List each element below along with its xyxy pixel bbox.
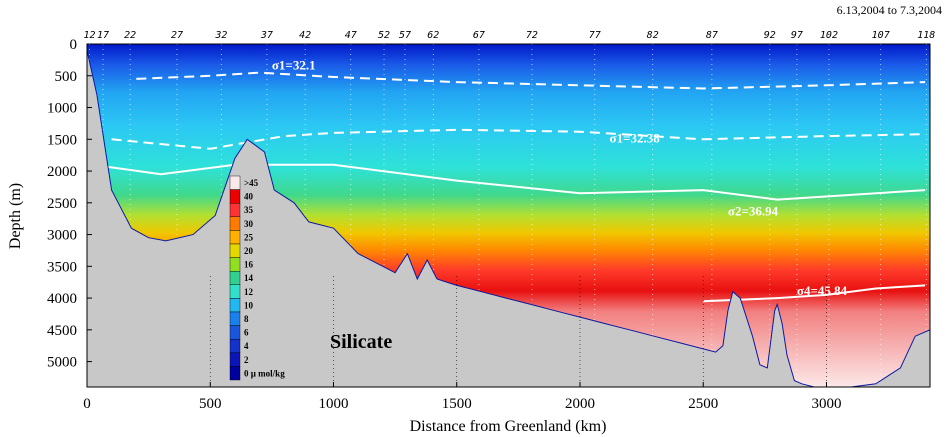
station-label: 37 bbox=[260, 30, 273, 41]
x-tick-label: 2000 bbox=[565, 396, 595, 412]
colorbar-label: 14 bbox=[244, 273, 254, 283]
colorbar-label: 35 bbox=[244, 205, 254, 215]
station-labels: 12 17 22 27 32 37 42 47 52 57 62 67 72 77 82 87 92 97 102 1… bbox=[83, 30, 935, 41]
colorbar-swatch bbox=[229, 243, 241, 258]
station-label: 57 bbox=[399, 30, 411, 41]
isopycnal-labels: σ1=32.1 σ1=32.38 σ2=36.94 σ4=45.84 bbox=[272, 57, 848, 297]
station-label: 62 bbox=[427, 30, 439, 41]
station-label: 52 bbox=[378, 30, 390, 41]
y-axis-label: Depth (m) bbox=[7, 183, 24, 249]
x-axis-label: Distance from Greenland (km) bbox=[410, 418, 607, 435]
station-label: 72 bbox=[526, 30, 538, 41]
colorbar-label: 16 bbox=[244, 260, 254, 270]
bathymetry-seafloor bbox=[87, 50, 930, 387]
y-tick-label: 4500 bbox=[47, 323, 77, 339]
y-tick-label: 0 bbox=[70, 37, 78, 53]
station-label: 42 bbox=[299, 30, 311, 41]
isopycnal-label: σ1=32.1 bbox=[272, 57, 316, 72]
y-tick-label: 500 bbox=[55, 69, 78, 85]
colorbar-label: >45 bbox=[244, 178, 259, 188]
y-tick-label: 1500 bbox=[47, 132, 77, 148]
colorbar-label: 25 bbox=[244, 232, 254, 242]
x-tick-label: 2500 bbox=[688, 396, 718, 412]
colorbar-label: 8 bbox=[244, 314, 249, 324]
y-tick-label: 3500 bbox=[47, 259, 77, 275]
station-label: 17 bbox=[97, 30, 109, 41]
station-label: 107 bbox=[872, 30, 890, 41]
colorbar-label: 10 bbox=[244, 300, 254, 310]
station-label: 32 bbox=[214, 30, 227, 41]
colorbar-swatch bbox=[229, 216, 241, 231]
colorbar-label: 4 bbox=[244, 341, 249, 351]
station-label: 47 bbox=[345, 30, 357, 41]
colorbar-label: 0 µ mol/kg bbox=[244, 368, 285, 378]
station-label: 12 bbox=[83, 30, 95, 41]
plot-frame bbox=[86, 43, 931, 388]
isopycnal-line bbox=[703, 284, 926, 303]
isopycnal-line bbox=[91, 163, 926, 201]
station-label: 92 bbox=[764, 30, 776, 41]
colorbar-swatch bbox=[229, 325, 241, 340]
x-tick-label: 0 bbox=[83, 396, 91, 412]
colorbar-swatch bbox=[229, 298, 241, 313]
station-label: 87 bbox=[706, 30, 718, 41]
station-label: 82 bbox=[647, 30, 659, 41]
colorbar-label: 12 bbox=[244, 287, 254, 297]
station-label: 22 bbox=[124, 30, 136, 41]
x-tick-label: 3000 bbox=[811, 396, 841, 412]
x-axis-ticks: 0 500 1000 1500 2000 2500 3000 bbox=[83, 274, 841, 412]
colorbar-label: 2 bbox=[244, 355, 249, 365]
isopycnal-line bbox=[111, 128, 926, 150]
y-axis-ticks: 0 500 1000 1500 2000 2500 3000 3500 4000 4500 5000 bbox=[47, 37, 92, 371]
station-label: 67 bbox=[473, 30, 485, 41]
colorbar: >45 40 35 30 25 20 16 14 12 10 8 6 4 2 0 µ mol/kg bbox=[229, 175, 285, 381]
station-label: 97 bbox=[791, 30, 803, 41]
y-tick-label: 3000 bbox=[47, 228, 77, 244]
station-label: 102 bbox=[820, 30, 838, 41]
colorbar-swatch bbox=[229, 271, 241, 286]
isopycnal-label: σ1=32.38 bbox=[610, 130, 661, 145]
panel-label: Silicate bbox=[330, 331, 392, 353]
colorbar-label: 20 bbox=[244, 246, 254, 256]
colorbar-swatch bbox=[229, 175, 241, 190]
colorbar-label: 30 bbox=[244, 219, 254, 229]
colorbar-swatch bbox=[229, 284, 241, 299]
y-tick-label: 4000 bbox=[47, 291, 77, 307]
y-tick-label: 1000 bbox=[47, 101, 77, 117]
isopycnal-label: σ2=36.94 bbox=[728, 204, 779, 219]
colorbar-swatch bbox=[229, 339, 241, 354]
isopycnal-line bbox=[136, 71, 926, 90]
colorbar-swatch bbox=[229, 366, 241, 381]
station-label: 118 bbox=[917, 30, 935, 41]
colorbar-swatch bbox=[229, 230, 241, 245]
colorbar-swatch bbox=[229, 352, 241, 367]
y-tick-label: 5000 bbox=[47, 355, 77, 371]
y-tick-label: 2000 bbox=[47, 164, 77, 180]
x-tick-label: 1500 bbox=[442, 396, 472, 412]
colorbar-label: 6 bbox=[244, 328, 249, 338]
station-label: 27 bbox=[171, 30, 183, 41]
colorbar-swatch bbox=[229, 202, 241, 217]
y-tick-label: 2500 bbox=[47, 196, 77, 212]
colorbar-label: 40 bbox=[244, 192, 254, 202]
x-tick-label: 500 bbox=[199, 396, 222, 412]
colorbar-swatch bbox=[229, 311, 241, 326]
colorbar-swatch bbox=[229, 257, 241, 272]
station-label: 77 bbox=[589, 30, 601, 41]
x-tick-label: 1000 bbox=[318, 396, 348, 412]
isopycnal-label: σ4=45.84 bbox=[797, 283, 848, 298]
colorbar-swatch bbox=[229, 189, 241, 204]
date-range: 6.13,2004 to 7.3,2004 bbox=[837, 3, 942, 17]
isopycnal-lines bbox=[91, 71, 926, 303]
